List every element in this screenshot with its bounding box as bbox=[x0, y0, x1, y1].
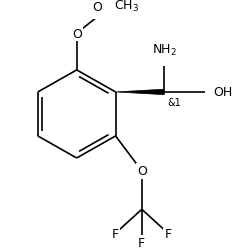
Text: O: O bbox=[137, 165, 147, 177]
Text: F: F bbox=[164, 227, 171, 240]
Text: &1: &1 bbox=[167, 98, 181, 108]
Polygon shape bbox=[116, 90, 164, 95]
Text: O: O bbox=[72, 28, 82, 40]
Text: F: F bbox=[112, 227, 119, 240]
Text: O: O bbox=[92, 1, 102, 14]
Text: NH$_2$: NH$_2$ bbox=[152, 43, 177, 58]
Text: OH: OH bbox=[213, 86, 232, 99]
Text: F: F bbox=[138, 236, 145, 249]
Text: CH$_3$: CH$_3$ bbox=[114, 0, 139, 14]
